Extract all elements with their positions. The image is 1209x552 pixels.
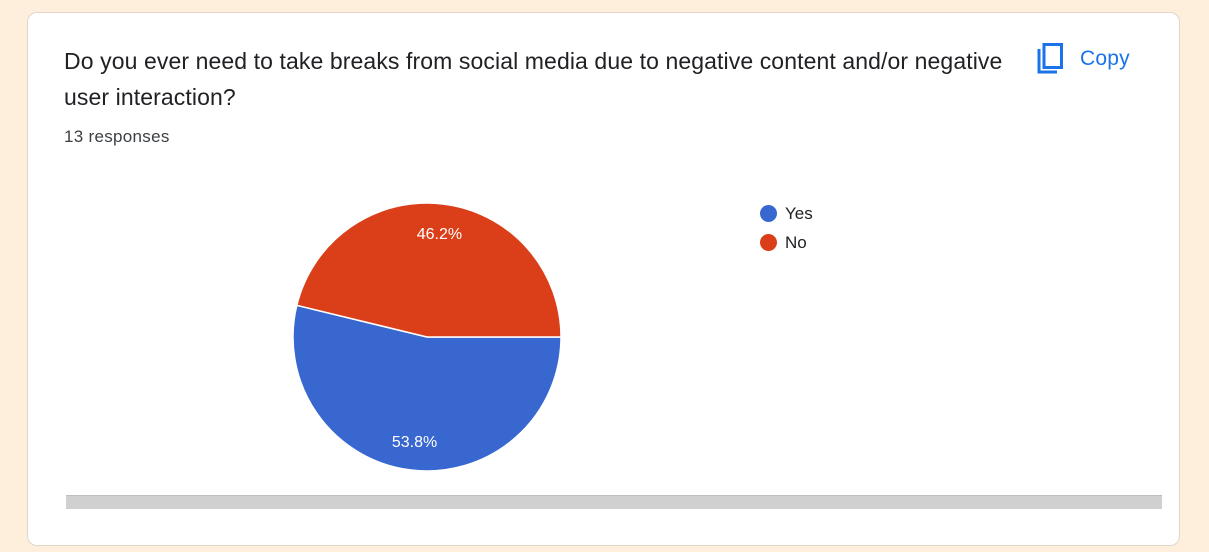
pie-slice-no[interactable]: [295, 202, 562, 338]
pie-chart: 53.8% 46.2%: [292, 202, 562, 472]
slice-label-no: 46.2%: [417, 226, 462, 243]
response-card: 53.8% 46.2% Do you ever need to take brea…: [27, 12, 1180, 546]
copy-button[interactable]: Copy: [1036, 39, 1130, 79]
chart-legend: Yes No: [760, 199, 813, 257]
slice-label-yes: 53.8%: [392, 434, 437, 451]
copy-label: Copy: [1080, 47, 1130, 70]
pie-slice-yes[interactable]: [292, 304, 562, 472]
legend-item-yes[interactable]: Yes: [760, 199, 813, 228]
legend-label: Yes: [785, 203, 813, 223]
question-title: Do you ever need to take breaks from soc…: [64, 48, 1003, 110]
response-count: 13 responses: [64, 127, 170, 146]
copy-icon: [1036, 43, 1064, 75]
legend-label: No: [785, 232, 807, 252]
horizontal-scrollbar[interactable]: [66, 495, 1162, 509]
legend-swatch: [760, 234, 777, 251]
legend-item-no[interactable]: No: [760, 228, 813, 257]
legend-swatch: [760, 205, 777, 222]
